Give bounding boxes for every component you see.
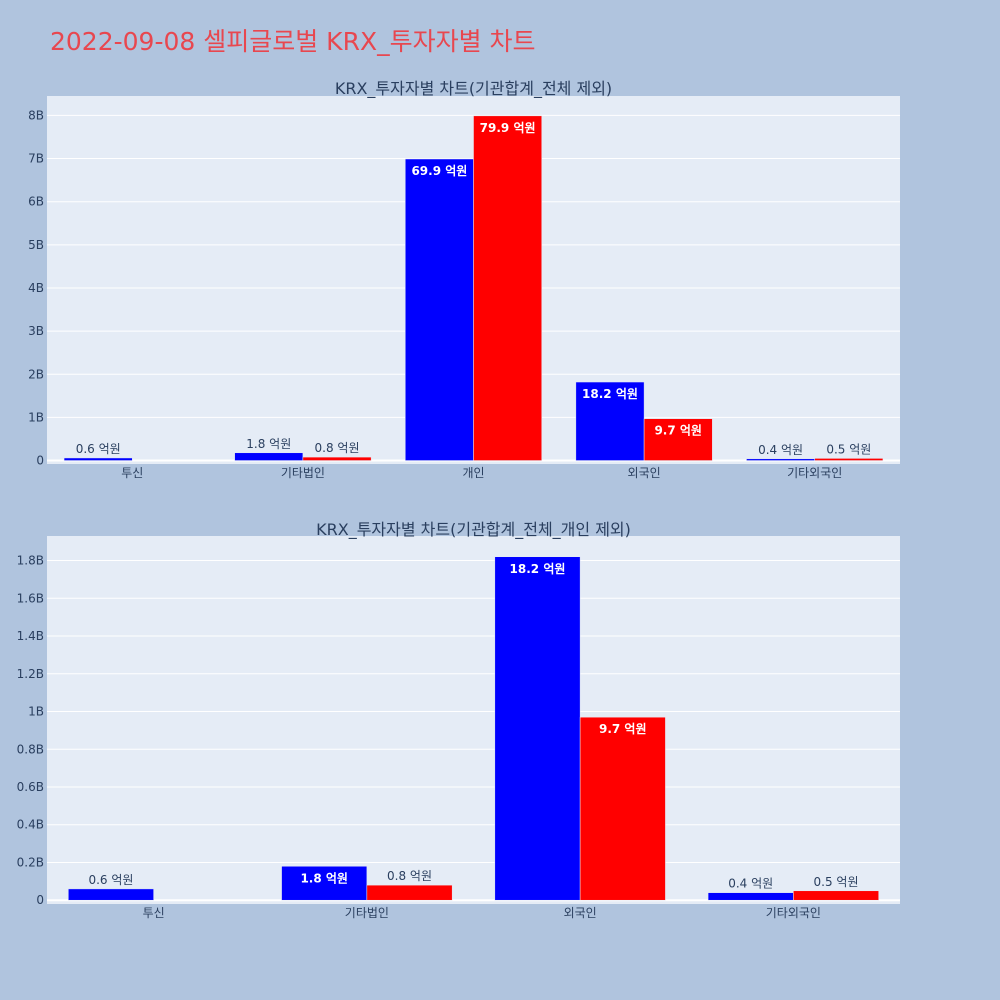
data-label: 0.5 억원 <box>814 875 859 889</box>
bar[interactable] <box>302 456 372 461</box>
y-tick-label: 1B <box>28 410 44 424</box>
data-label: 0.5 억원 <box>826 442 871 456</box>
x-tick-label: 기타외국인 <box>766 906 821 920</box>
y-tick-label: 2B <box>28 367 44 381</box>
x-tick-label: 투신 <box>121 466 143 480</box>
figure-title: 2022-09-08 셀피글로벌 KRX_투자자별 차트 <box>50 27 536 56</box>
bar[interactable] <box>579 716 666 901</box>
y-tick-label: 8B <box>28 108 44 122</box>
y-tick-label: 0.6B <box>17 780 44 794</box>
y-tick-label: 4B <box>28 281 44 295</box>
y-tick-label: 0.2B <box>17 855 44 869</box>
y-tick-label: 6B <box>28 195 44 209</box>
y-tick-label: 0 <box>36 454 44 468</box>
x-tick-label: 기타법인 <box>345 906 389 920</box>
data-label: 0.4 억원 <box>758 443 803 457</box>
x-tick-label: 투신 <box>143 906 165 920</box>
y-tick-label: 5B <box>28 238 44 252</box>
subplot-title: KRX_투자자별 차트(기관합계_전체 제외) <box>335 79 612 99</box>
y-tick-label: 1B <box>28 705 44 719</box>
y-tick-label: 1.6B <box>17 591 44 605</box>
bar[interactable] <box>366 884 453 901</box>
x-tick-label: 기타법인 <box>281 466 325 480</box>
y-tick-label: 3B <box>28 324 44 338</box>
bar[interactable] <box>281 866 368 901</box>
data-label: 18.2 억원 <box>510 562 566 576</box>
data-label: 1.8 억원 <box>246 437 291 451</box>
data-label: 0.6 억원 <box>76 442 121 456</box>
data-label: 1.8 억원 <box>300 871 348 885</box>
data-label: 0.8 억원 <box>315 441 360 455</box>
bar[interactable] <box>63 457 133 461</box>
data-label: 9.7 억원 <box>654 424 702 438</box>
y-tick-label: 0.8B <box>17 742 44 756</box>
data-label: 9.7 억원 <box>599 722 647 736</box>
y-tick-label: 0 <box>36 893 44 907</box>
x-tick-label: 외국인 <box>564 906 597 920</box>
data-label: 79.9 억원 <box>480 121 536 135</box>
y-tick-label: 7B <box>28 152 44 166</box>
y-tick-label: 1.4B <box>17 629 44 643</box>
bar[interactable] <box>746 458 815 461</box>
x-tick-label: 외국인 <box>628 466 661 480</box>
data-label: 0.4 억원 <box>728 877 773 891</box>
bar[interactable] <box>707 892 794 901</box>
bar[interactable] <box>494 556 581 901</box>
y-tick-label: 1.2B <box>17 667 44 681</box>
bar[interactable] <box>234 452 304 461</box>
x-tick-label: 개인 <box>462 466 484 480</box>
bar[interactable] <box>473 115 542 461</box>
bar[interactable] <box>643 418 713 461</box>
bar[interactable] <box>68 888 154 901</box>
y-tick-label: 0.4B <box>17 818 44 832</box>
y-tick-label: 1.8B <box>17 554 44 568</box>
subplot-2: 0 0.2B 0.4B 0.6B 0.8B 1B 1.2B 1.4B 1.6B 1.8B 투신 기타법… <box>17 520 900 920</box>
bar[interactable] <box>405 158 474 461</box>
bar[interactable] <box>793 890 879 901</box>
bar[interactable] <box>814 458 884 461</box>
data-label: 0.6 억원 <box>88 873 133 887</box>
subplot-title: KRX_투자자별 차트(기관합계_전체_개인 제외) <box>316 520 631 540</box>
bar[interactable] <box>575 381 645 461</box>
plot-area <box>47 536 900 904</box>
subplot-1: 0 1B 2B 3B 4B 5B 6B 7B 8B 투신 기타법인 개인 외국인 기타외국인 0.6 억원 1… <box>28 79 900 480</box>
data-label: 18.2 억원 <box>582 387 638 401</box>
data-label: 0.8 억원 <box>387 869 432 883</box>
data-label: 69.9 억원 <box>411 164 467 178</box>
x-tick-label: 기타외국인 <box>787 466 842 480</box>
